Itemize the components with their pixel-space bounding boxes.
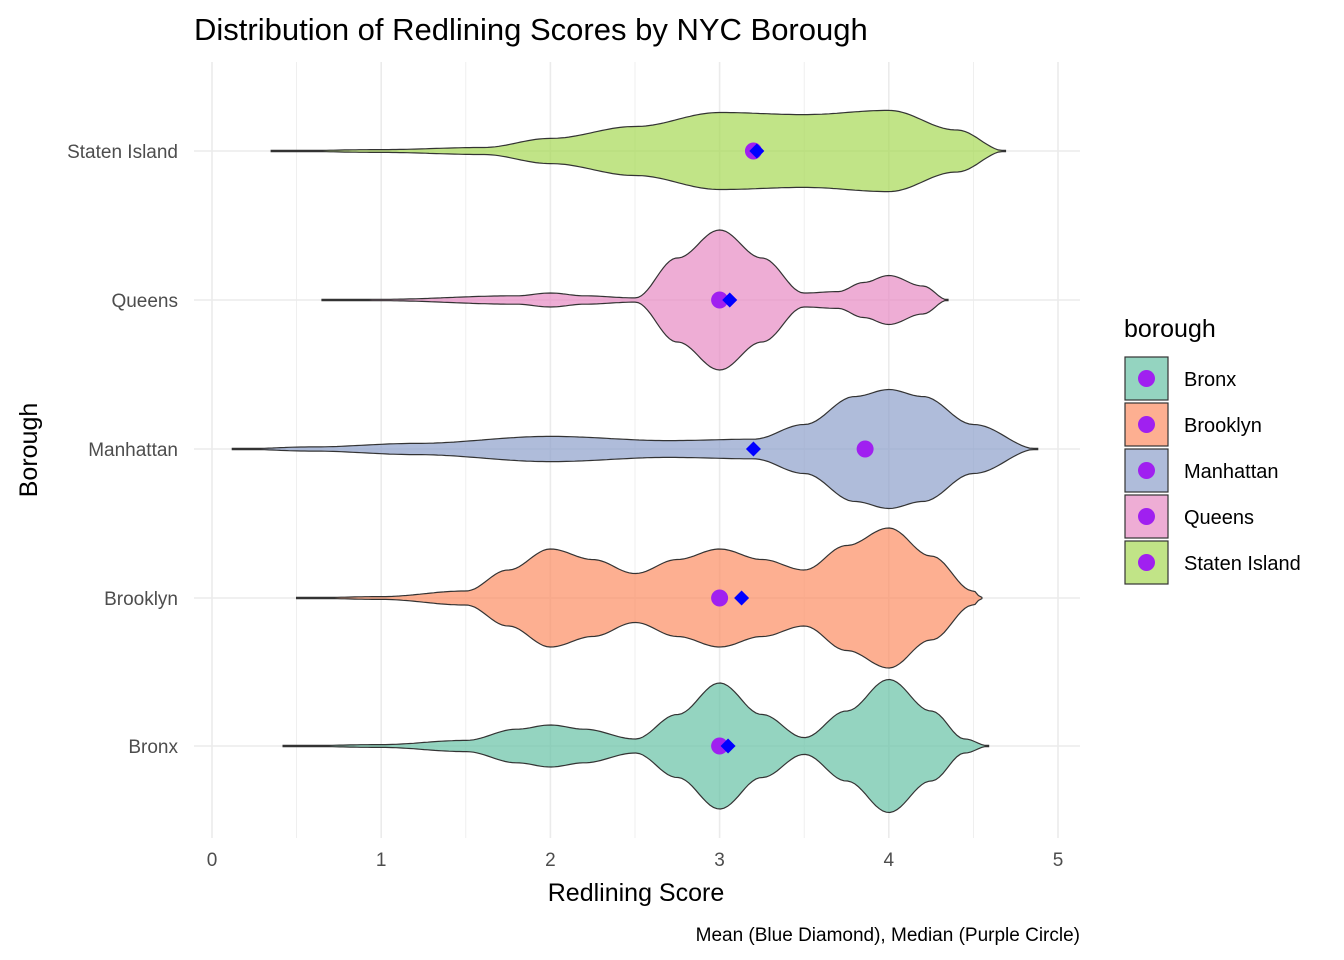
x-axis-title: Redlining Score (548, 879, 725, 907)
legend-title: borough (1124, 315, 1216, 343)
y-axis-tick-labels: Bronx Brooklyn Manhattan Queens Staten Islan… (67, 142, 178, 758)
mean-point-queens (722, 292, 738, 308)
median-point-manhattan (856, 440, 874, 458)
chart-caption: Mean (Blue Diamond), Median (Purple Circ… (696, 925, 1080, 946)
legend-label: Queens (1184, 507, 1254, 529)
x-tick-label: 5 (1053, 850, 1064, 871)
legend-key-queens (1124, 494, 1169, 539)
mean-point-brooklyn (734, 590, 750, 606)
violin-layer (231, 109, 1039, 814)
x-tick-label: 0 (207, 850, 218, 871)
legend-label: Brooklyn (1184, 415, 1262, 437)
violin-staten-island (270, 109, 1007, 193)
violin-brooklyn (296, 527, 983, 669)
legend-item-brooklyn: Brooklyn (1124, 402, 1262, 447)
median-point-bronx (711, 737, 729, 755)
legend-key-marker (1138, 554, 1155, 571)
violin-bronx (282, 678, 990, 814)
legend-label: Staten Island (1184, 553, 1301, 575)
mean-point-staten-island (749, 143, 765, 159)
y-tick-label: Queens (111, 291, 178, 312)
x-tick-label: 4 (884, 850, 895, 871)
legend-item-bronx: Bronx (1124, 356, 1236, 401)
x-tick-label: 3 (714, 850, 725, 871)
legend-key-marker (1138, 462, 1155, 479)
legend-item-manhattan: Manhattan (1124, 448, 1279, 493)
mean-point-manhattan (745, 441, 761, 457)
legend-key-marker (1138, 370, 1155, 387)
legend-key-marker (1138, 508, 1155, 525)
marker-layer (711, 142, 874, 755)
legend-item-staten-island: Staten Island (1124, 540, 1301, 585)
legend-label: Manhattan (1184, 461, 1279, 483)
y-tick-label: Bronx (128, 737, 178, 758)
median-point-queens (711, 291, 729, 309)
y-axis-title: Borough (15, 403, 43, 498)
y-tick-label: Brooklyn (104, 589, 178, 610)
x-axis-tick-labels: 0 1 2 3 4 5 (207, 850, 1064, 871)
x-tick-label: 1 (376, 850, 387, 871)
violin-queens (321, 229, 949, 371)
legend-label: Bronx (1184, 369, 1236, 391)
mean-point-bronx (720, 738, 736, 754)
legend-key-marker (1138, 416, 1155, 433)
y-tick-label: Staten Island (67, 142, 178, 163)
chart-title: Distribution of Redlining Scores by NYC … (194, 12, 868, 47)
y-tick-label: Manhattan (88, 440, 178, 461)
violin-manhattan (231, 388, 1039, 510)
legend: borough Bronx Brooklyn Manhattan Queens Stat… (1124, 315, 1301, 585)
legend-item-queens: Queens (1124, 494, 1254, 539)
x-tick-label: 2 (545, 850, 556, 871)
median-point-brooklyn (711, 589, 729, 607)
